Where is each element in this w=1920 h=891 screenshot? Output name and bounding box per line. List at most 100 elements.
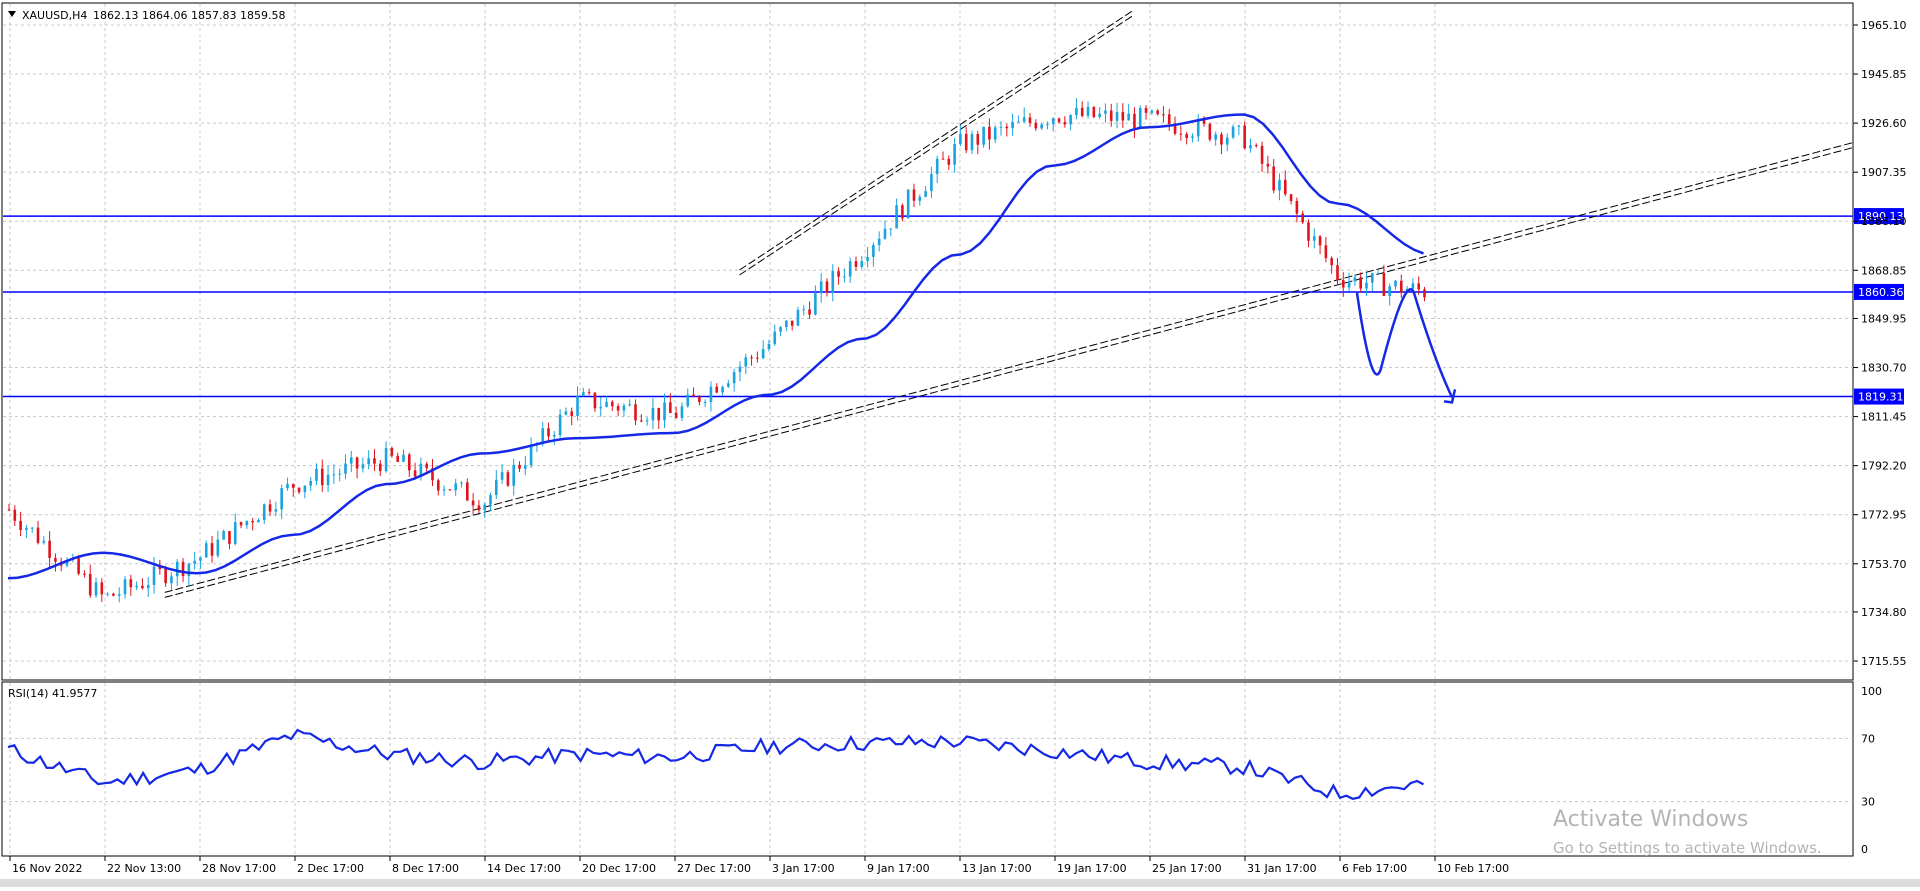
candle-body (1237, 125, 1241, 127)
candle-body (1179, 133, 1183, 135)
candle-body (477, 505, 481, 511)
candle-body (1185, 133, 1188, 139)
candle-body (42, 540, 46, 543)
candle-body (1243, 125, 1246, 149)
candle-body (935, 158, 939, 174)
time-tick-label: 31 Jan 17:00 (1247, 862, 1317, 875)
price-tick-label: 1715.55 (1861, 655, 1907, 668)
candle-body (7, 509, 11, 511)
candle-body (384, 448, 388, 472)
candle-body (715, 386, 719, 393)
candle-body (448, 489, 452, 491)
candle-body (48, 540, 51, 558)
candle-body (692, 394, 695, 397)
time-tick-label: 6 Feb 17:00 (1342, 862, 1407, 875)
candle-body (135, 585, 138, 588)
candle-body (1220, 134, 1223, 145)
candle-body (146, 584, 150, 589)
candle-body (361, 464, 365, 469)
candle-body (1046, 124, 1049, 126)
candle-body (77, 558, 80, 574)
candle-body (529, 444, 533, 466)
candle-body (727, 383, 730, 387)
candle-body (1411, 283, 1415, 289)
candle-body (1272, 166, 1275, 191)
time-tick-label: 10 Feb 17:00 (1437, 862, 1509, 875)
candle-body (1353, 277, 1357, 282)
time-tick-label: 2 Dec 17:00 (297, 862, 364, 875)
candle-body (1225, 137, 1229, 145)
candle-body (1423, 289, 1426, 298)
candle-body (1156, 110, 1159, 115)
candle-body (808, 309, 811, 315)
time-tick-label: 16 Nov 2022 (12, 862, 82, 875)
candle-body (924, 191, 927, 197)
candle-body (506, 472, 510, 486)
candle-body (1370, 273, 1374, 283)
candle-body (123, 579, 127, 595)
candle-body (158, 566, 162, 570)
candle-body (518, 464, 521, 469)
price-tick-label: 1926.60 (1861, 117, 1907, 130)
candle-body (877, 238, 881, 245)
rsi-panel-frame (1, 681, 1854, 857)
candle-body (622, 405, 626, 411)
candle-body (988, 126, 991, 140)
candle-body (286, 484, 289, 489)
candle-body (216, 539, 220, 556)
candle-body (1312, 236, 1316, 241)
candle-body (1214, 134, 1217, 140)
time-tick-label: 22 Nov 13:00 (107, 862, 181, 875)
projection-curve (1355, 288, 1454, 398)
candle-body (13, 509, 17, 521)
candle-body (326, 474, 330, 486)
time-tick-label: 20 Dec 17:00 (582, 862, 656, 875)
candle-body (640, 420, 643, 422)
time-tick-label: 3 Jan 17:00 (772, 862, 835, 875)
candle-body (210, 543, 214, 556)
moving-average (7, 113, 1424, 580)
candle-body (431, 468, 434, 481)
candle-body (1011, 122, 1014, 129)
candle-body (297, 487, 301, 493)
candle-body (402, 454, 405, 462)
candle-body (129, 579, 133, 588)
candle-body (1382, 272, 1386, 296)
level-price-label: 1860.36 (1858, 286, 1904, 299)
candle-body (1127, 113, 1130, 121)
candle-body (1289, 194, 1293, 202)
triangle-down-icon[interactable] (8, 11, 16, 17)
candle-body (1057, 118, 1061, 123)
candle-body (669, 402, 672, 413)
price-tick-label: 1811.45 (1861, 411, 1907, 424)
candle-body (901, 205, 904, 219)
candle-body (872, 244, 875, 257)
candle-body (970, 134, 974, 151)
candle-body (1260, 145, 1264, 164)
candle-body (112, 593, 115, 596)
candle-body (785, 320, 788, 328)
candle-body (831, 271, 835, 293)
candle-body (1208, 123, 1212, 140)
candle-body (25, 527, 28, 531)
candle-body (512, 464, 516, 486)
symbol-label: XAUUSD,H4 (22, 9, 87, 22)
candle-body (547, 428, 550, 437)
watermark-title: Activate Windows (1553, 807, 1748, 832)
candle-body (315, 468, 318, 481)
candle-body (106, 593, 109, 595)
candle-body (848, 261, 852, 277)
candle-body (1307, 222, 1310, 241)
candle-body (651, 407, 655, 421)
candle-body (1336, 265, 1339, 281)
candle-body (170, 576, 173, 584)
candle-body (930, 173, 933, 192)
price-tick-label: 1907.35 (1861, 166, 1907, 179)
candle-body (419, 463, 423, 477)
projection-path (1355, 288, 1457, 404)
price-tick-label: 1888.10 (1861, 215, 1907, 228)
candle-body (262, 504, 266, 520)
projection-arrowhead (1443, 389, 1457, 404)
candle-body (436, 480, 440, 491)
candle-body (257, 519, 260, 523)
